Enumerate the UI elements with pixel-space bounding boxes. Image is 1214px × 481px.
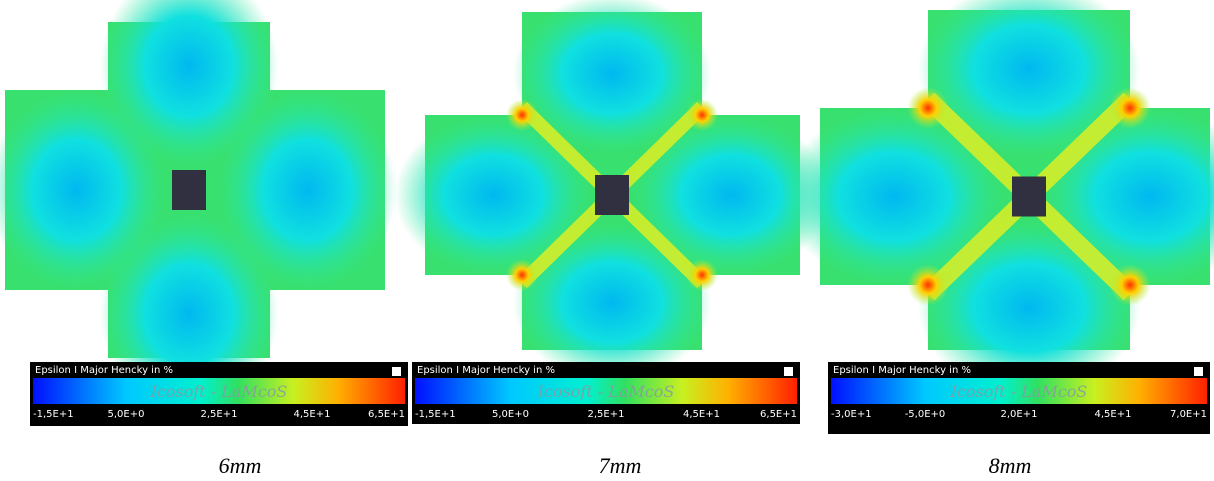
strain-map — [0, 0, 397, 414]
hot-spot — [907, 87, 949, 129]
colorbar-tick-label: 4,5E+1 — [294, 409, 331, 420]
colorbar-tick-label: -1,5E+1 — [415, 409, 456, 420]
hot-spot — [686, 99, 718, 131]
hot-spot — [1109, 87, 1151, 129]
strain-zone — [917, 0, 1141, 158]
strain-zone — [394, 115, 593, 275]
center-defect — [1012, 176, 1046, 217]
colorbar-title: Epsilon I Major Hencky in % — [833, 365, 971, 376]
colorbar-tick-label: 7,0E+1 — [1170, 409, 1207, 420]
hot-spot — [506, 99, 538, 131]
center-defect — [595, 175, 629, 215]
strain-zone — [782, 108, 1006, 285]
strain-zone — [632, 115, 830, 275]
hot-spot — [686, 259, 718, 291]
strain-map — [394, 0, 830, 383]
colorbar-scale — [831, 378, 1207, 404]
strain-zone — [513, 0, 711, 154]
caption: 8mm — [989, 453, 1032, 478]
colorbar-tick-label: -5,0E+0 — [905, 409, 946, 420]
colorbar-tick-label: 5,0E+0 — [492, 409, 529, 420]
colorbar-box — [1194, 367, 1203, 376]
hot-spot — [907, 264, 949, 306]
hot-spot — [506, 259, 538, 291]
colorbar-tick-label: -1,5E+1 — [33, 409, 74, 420]
panel: Epsilon I Major Hencky in % Icosoft - LaM… — [0, 0, 408, 478]
colorbar-tick-label: 5,0E+0 — [108, 409, 145, 420]
colorbar: Epsilon I Major Hencky in % Icosoft - LaM… — [412, 362, 800, 424]
caption: 7mm — [599, 453, 642, 478]
colorbar-scale — [33, 378, 405, 404]
strain-zone — [218, 90, 397, 290]
panel: Epsilon I Major Hencky in % Icosoft - LaM… — [394, 0, 830, 478]
colorbar-title: Epsilon I Major Hencky in % — [35, 365, 173, 376]
colorbar-box — [392, 367, 401, 376]
strain-zone — [0, 90, 166, 290]
colorbar-watermark: Icosoft - LaMcoS — [537, 382, 675, 401]
panel: Epsilon I Major Hencky in % Icosoft - LaM… — [782, 0, 1214, 478]
strain-zone — [513, 222, 711, 383]
hot-spot — [1109, 264, 1151, 306]
colorbar-tick-label: 4,5E+1 — [683, 409, 720, 420]
center-defect — [172, 170, 206, 210]
colorbar: Epsilon I Major Hencky in % Icosoft - LaM… — [30, 362, 408, 426]
colorbar-tick-label: 4,5E+1 — [1095, 409, 1132, 420]
colorbar-tick-label: 2,0E+1 — [1001, 409, 1038, 420]
colorbar-box — [784, 367, 793, 376]
colorbar-watermark: Icosoft - LaMcoS — [950, 382, 1088, 401]
colorbar-scale — [415, 378, 797, 404]
strain-zone — [99, 0, 279, 166]
colorbar-tick-label: 2,5E+1 — [201, 409, 238, 420]
colorbar-tick-label: 6,5E+1 — [760, 409, 797, 420]
colorbar-tick-label: 6,5E+1 — [368, 409, 405, 420]
strain-map — [782, 0, 1214, 396]
colorbar-tick-label: -3,0E+1 — [831, 409, 872, 420]
caption: 6mm — [219, 453, 262, 478]
colorbar: Epsilon I Major Hencky in % Icosoft - LaM… — [828, 362, 1210, 434]
colorbar-watermark: Icosoft - LaMcoS — [150, 382, 288, 401]
colorbar-title: Epsilon I Major Hencky in % — [417, 365, 555, 376]
colorbar-tick-label: 2,5E+1 — [588, 409, 625, 420]
